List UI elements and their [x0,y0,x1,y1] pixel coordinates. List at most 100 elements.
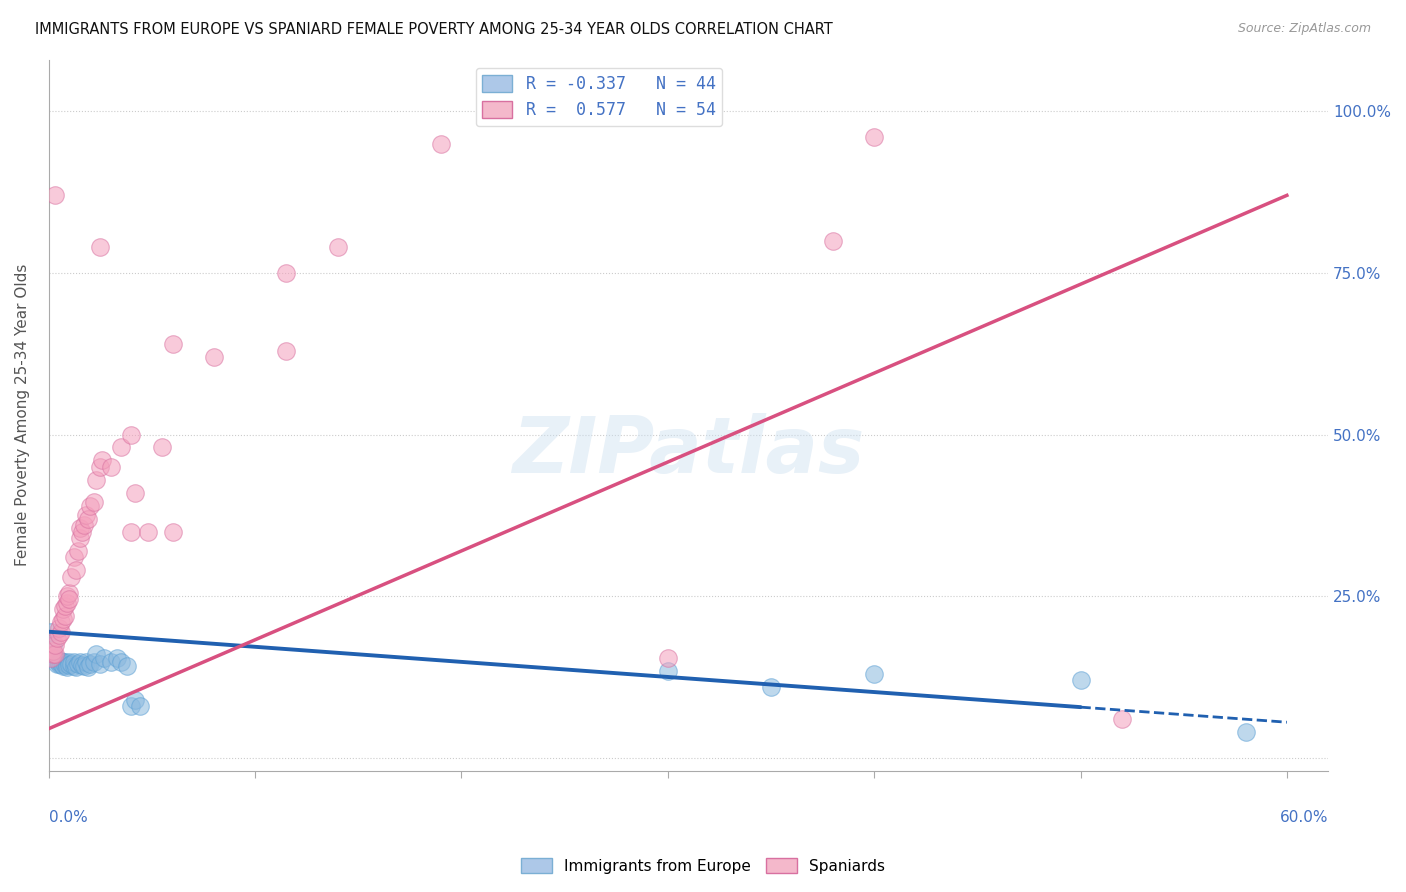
Legend: R = -0.337   N = 44, R =  0.577   N = 54: R = -0.337 N = 44, R = 0.577 N = 54 [475,68,723,126]
Point [70,524,93,539]
Point [42,644,65,658]
Point [89,240,111,254]
Point [48,628,70,642]
Point [60,657,83,671]
Point [89,657,111,671]
Point [162,337,184,351]
Point [150,441,173,455]
Point [83,495,105,509]
Point [42,648,65,662]
Point [110,441,132,455]
Point [77,660,100,674]
Point [1070,673,1092,688]
Point [39,624,62,639]
Point [49,615,72,629]
Point [53,658,76,673]
Point [124,485,146,500]
Point [202,350,225,364]
Point [128,699,150,714]
Text: 60.0%: 60.0% [1279,810,1329,825]
Point [49,657,72,671]
Point [62,550,84,565]
Point [120,427,142,442]
Point [52,659,75,673]
Point [56,660,79,674]
Point [66,544,89,558]
Point [52,612,75,626]
Point [759,680,782,694]
Point [46,654,69,668]
Point [46,631,69,645]
Point [62,659,84,673]
Point [49,624,72,639]
Point [162,524,184,539]
Point [124,692,146,706]
Point [62,655,84,669]
Point [93,650,115,665]
Point [75,508,97,523]
Point [75,655,97,669]
Point [84,648,107,662]
Point [863,666,886,681]
Point [77,511,100,525]
Point [73,518,96,533]
Point [53,655,76,669]
Point [430,136,453,151]
Point [44,638,66,652]
Point [821,234,844,248]
Point [44,648,66,662]
Point [65,563,87,577]
Text: 0.0%: 0.0% [49,810,87,825]
Point [91,453,114,467]
Point [83,655,105,669]
Point [69,531,91,545]
Point [49,654,72,668]
Point [52,602,75,616]
Point [58,592,80,607]
Point [69,655,91,669]
Legend: Immigrants from Europe, Spaniards: Immigrants from Europe, Spaniards [515,852,891,880]
Point [274,343,297,358]
Point [657,650,679,665]
Point [1111,712,1133,726]
Point [274,266,297,280]
Point [56,589,79,603]
Point [120,524,142,539]
Point [44,650,66,665]
Point [84,473,107,487]
Point [58,586,80,600]
Point [73,659,96,673]
Point [48,655,70,669]
Point [79,499,101,513]
Point [65,660,87,674]
Point [70,658,93,673]
Point [58,658,80,673]
Point [66,657,89,671]
Point [52,655,75,669]
Y-axis label: Female Poverty Among 25-34 Year Olds: Female Poverty Among 25-34 Year Olds [15,264,30,566]
Point [58,655,80,669]
Point [60,570,83,584]
Text: ZIPatlas: ZIPatlas [512,413,865,489]
Point [657,664,679,678]
Point [48,622,70,636]
Point [48,657,70,671]
Point [863,130,886,145]
Point [53,599,76,613]
Point [53,608,76,623]
Point [616,104,638,119]
Point [56,596,79,610]
Point [105,650,128,665]
Text: IMMIGRANTS FROM EUROPE VS SPANIARD FEMALE POVERTY AMONG 25-34 YEAR OLDS CORRELAT: IMMIGRANTS FROM EUROPE VS SPANIARD FEMAL… [35,22,832,37]
Point [42,638,65,652]
Point [136,524,159,539]
Point [115,659,138,673]
Text: Source: ZipAtlas.com: Source: ZipAtlas.com [1237,22,1371,36]
Point [69,521,91,535]
Point [56,657,79,671]
Point [100,655,122,669]
Point [46,657,69,671]
Point [110,655,132,669]
Point [326,240,349,254]
Point [44,188,66,202]
